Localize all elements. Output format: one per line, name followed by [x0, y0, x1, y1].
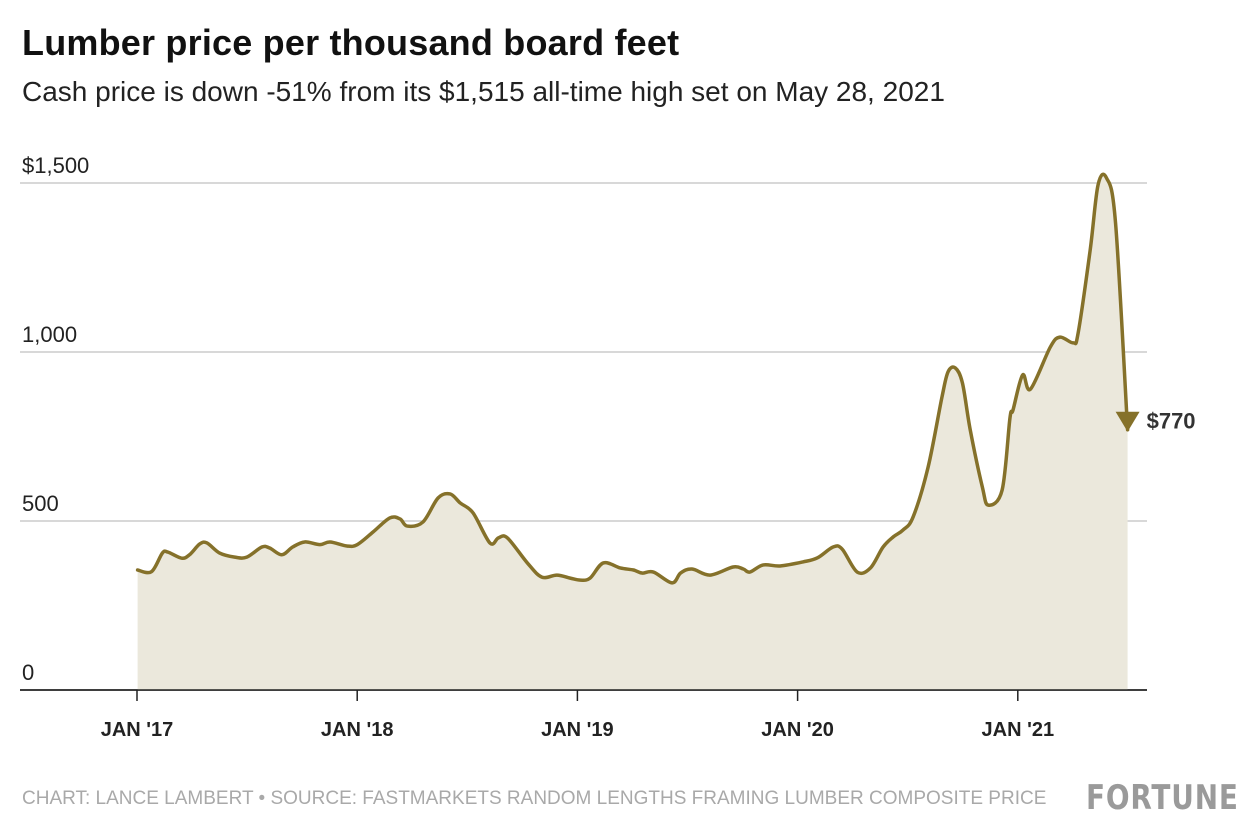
chart-title: Lumber price per thousand board feet	[22, 22, 680, 63]
y-tick-label: $1,500	[22, 153, 89, 178]
y-tick-label: 500	[22, 491, 59, 516]
x-axis: JAN '17 JAN '18 JAN '19 JAN '20 JAN '21	[20, 689, 1147, 741]
x-tick-label: JAN '17	[101, 719, 174, 741]
y-tick-label: 0	[22, 660, 34, 685]
price-area	[137, 174, 1128, 690]
x-tick-label: JAN '21	[982, 719, 1055, 741]
x-tick-label: JAN '18	[321, 719, 394, 741]
price-line	[135, 172, 1130, 585]
x-tick-label: JAN '20	[761, 719, 834, 741]
chart-subtitle: Cash price is down -51% from its $1,515 …	[22, 76, 945, 107]
source-credit: CHART: LANCE LAMBERT • SOURCE: FASTMARKE…	[22, 788, 1047, 809]
y-tick-label: 1,000	[22, 322, 77, 347]
end-value-label: $770	[1147, 409, 1196, 434]
fortune-logo: FORTUNE	[1086, 778, 1239, 818]
y-axis: 0 500 1,000 $1,500	[22, 153, 89, 685]
end-arrow-icon	[1115, 411, 1140, 432]
x-tick-label: JAN '19	[541, 719, 614, 741]
